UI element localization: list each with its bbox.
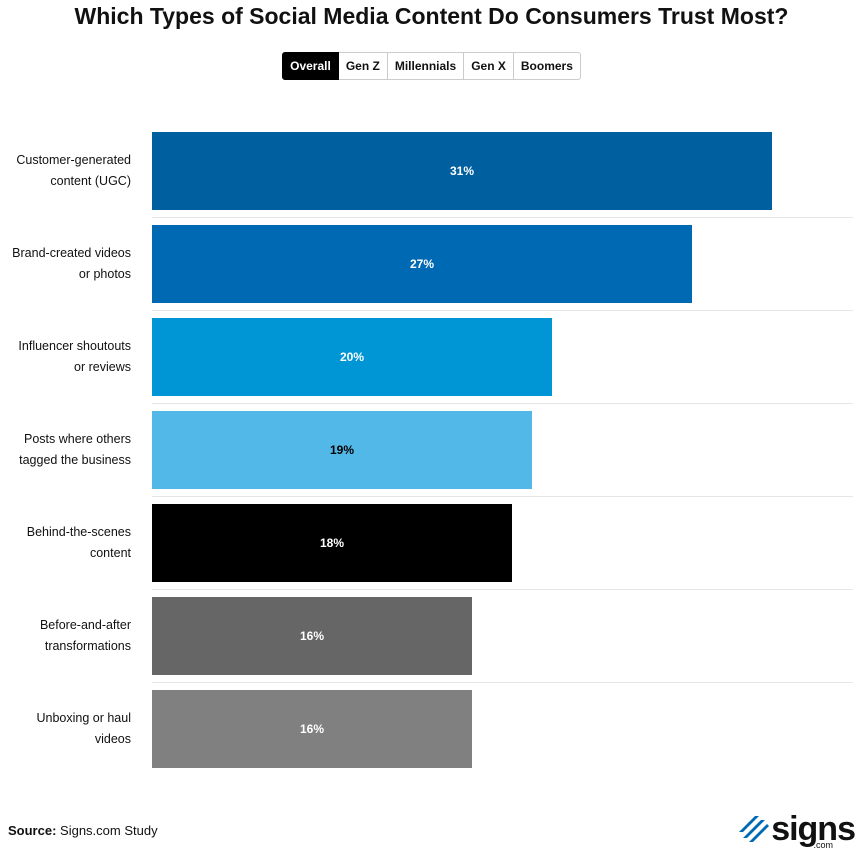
bar-value-label: 16%	[299, 629, 325, 643]
row-separator	[152, 217, 853, 218]
category-label-box: Unboxing or haul videos	[0, 690, 131, 768]
row-separator	[152, 589, 853, 590]
bar: 18%	[152, 504, 512, 582]
category-label-box: Brand-created videos or photos	[0, 225, 131, 303]
category-label: Influencer shoutouts or reviews	[18, 339, 131, 374]
category-label: Behind-the-scenes content	[26, 525, 131, 560]
logo: signs .com	[737, 810, 856, 850]
row-separator	[152, 682, 853, 683]
bar-value-label: 20%	[339, 350, 365, 364]
category-label-box: Posts where others tagged the business	[0, 411, 131, 489]
category-label: Before-and-after transformations	[39, 618, 131, 653]
tab[interactable]: Gen X	[464, 52, 514, 80]
bar: 31%	[152, 132, 772, 210]
bar-value-label: 16%	[299, 722, 325, 736]
bar: 27%	[152, 225, 692, 303]
category-label: Brand-created videos or photos	[12, 246, 131, 281]
bar-value-label: 19%	[329, 443, 355, 457]
bar: 19%	[152, 411, 532, 489]
bar-value-label: 31%	[449, 164, 475, 178]
tab[interactable]: Overall	[282, 52, 339, 80]
logo-text: signs	[771, 810, 856, 848]
bar-value-label: 27%	[409, 257, 435, 271]
logo-sub: .com	[813, 840, 833, 850]
row-separator	[152, 310, 853, 311]
tab[interactable]: Gen Z	[338, 52, 388, 80]
logo-icon	[739, 816, 770, 842]
bar: 20%	[152, 318, 552, 396]
category-label-box: Customer-generated content (UGC)	[0, 132, 131, 210]
source-text: Signs.com Study	[60, 823, 158, 838]
tab[interactable]: Boomers	[513, 52, 581, 80]
chart-title: Which Types of Social Media Content Do C…	[74, 3, 789, 29]
category-label-box: Behind-the-scenes content	[0, 504, 131, 582]
bar: 16%	[152, 690, 472, 768]
category-label-box: Influencer shoutouts or reviews	[0, 318, 131, 396]
category-label: Posts where others tagged the business	[19, 432, 131, 467]
category-label-box: Before-and-after transformations	[0, 597, 131, 675]
row-separator	[152, 403, 853, 404]
source-label: Source:	[8, 823, 57, 838]
tab[interactable]: Millennials	[387, 52, 465, 80]
bar-value-label: 18%	[319, 536, 345, 550]
tab-bar: Overall Gen Z Millennials Gen X Boomers	[0, 52, 863, 80]
category-label: Customer-generated content (UGC)	[16, 153, 131, 188]
source: Source: Signs.com Study	[8, 823, 158, 838]
category-label: Unboxing or haul videos	[36, 711, 131, 746]
row-separator	[152, 496, 853, 497]
bar: 16%	[152, 597, 472, 675]
